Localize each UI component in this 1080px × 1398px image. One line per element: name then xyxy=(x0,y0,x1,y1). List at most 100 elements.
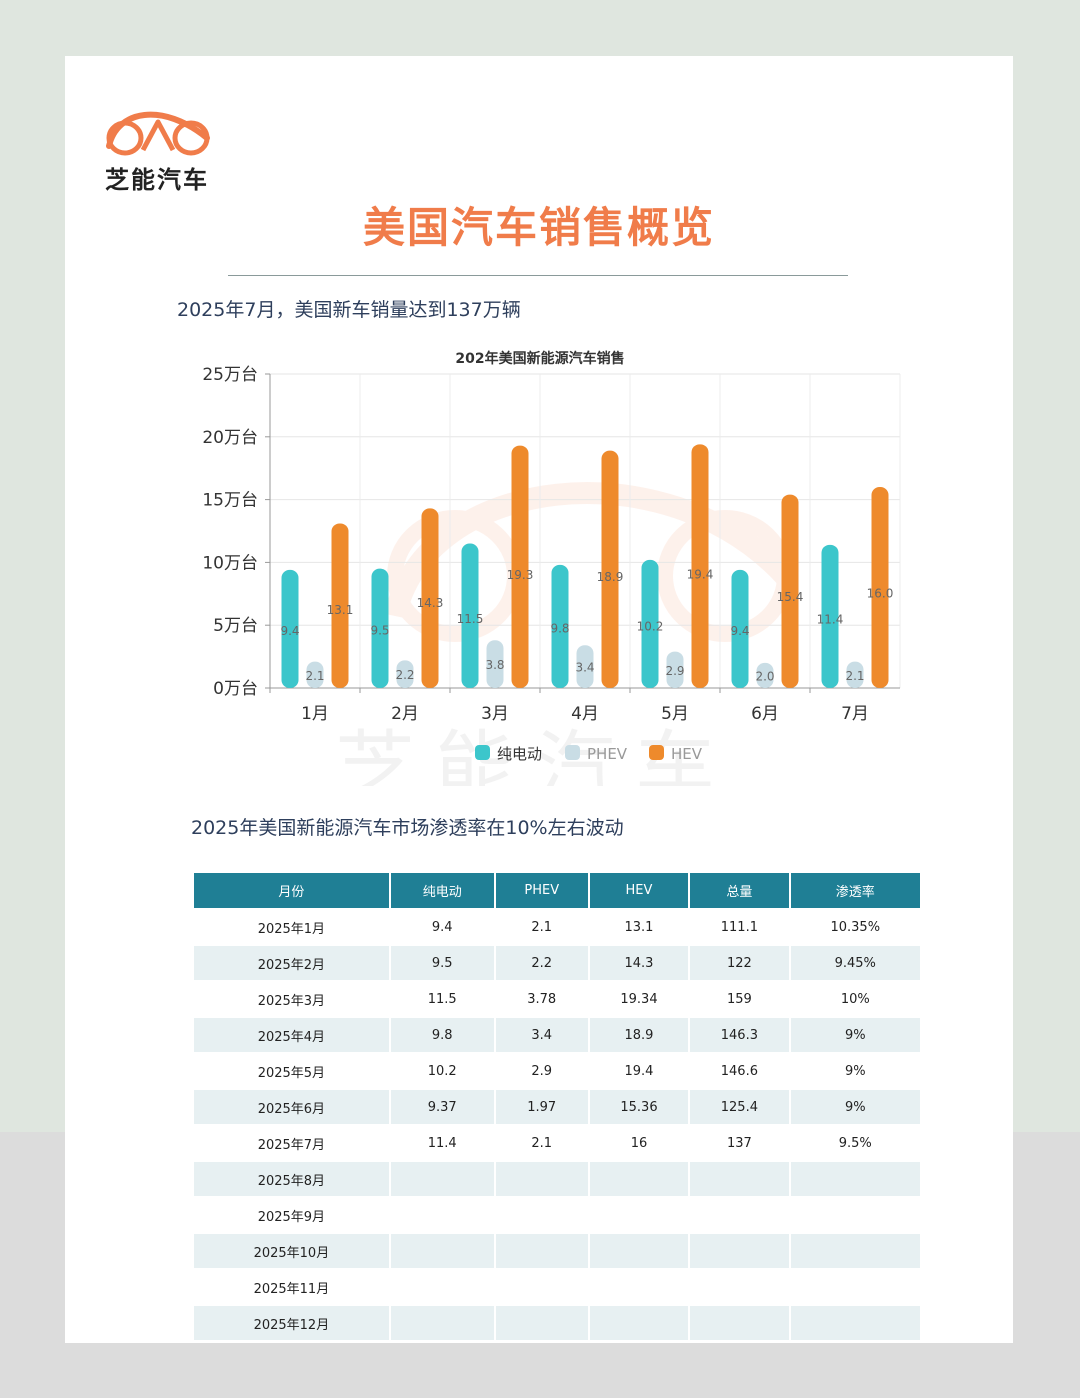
bar-HEV-7月 xyxy=(871,487,889,688)
table-cell: 159 xyxy=(690,982,789,1016)
bar-HEV-1月 xyxy=(331,523,349,688)
table-cell: 10% xyxy=(790,982,920,1016)
table-cell xyxy=(690,1162,789,1196)
table-cell xyxy=(495,1234,588,1268)
table-cell xyxy=(790,1162,920,1196)
data-label: 2.2 xyxy=(395,668,414,682)
bar-PHEV-4月 xyxy=(576,645,594,688)
table-cell xyxy=(589,1198,689,1232)
data-label: 3.8 xyxy=(485,658,504,672)
table-header-cell: 总量 xyxy=(690,873,789,908)
data-labels: 9.4 9.5 11.5 9.8 10.2 9.4 11.4 2.1 2.2 3.8 3.4 2.9 2… xyxy=(280,567,893,683)
data-label: 13.1 xyxy=(327,603,354,617)
bar-PHEV-5月 xyxy=(666,651,684,688)
data-label: 2.1 xyxy=(305,669,324,683)
table-row: 2025年5月 10.2 2.9 19.4 146.6 9% xyxy=(194,1054,920,1088)
table-header-cell: PHEV xyxy=(495,873,588,908)
legend-label: PHEV xyxy=(587,745,628,763)
table-cell-month: 2025年2月 xyxy=(194,946,389,980)
bar-HEV-6月 xyxy=(781,494,799,688)
table-cell: 10.2 xyxy=(390,1054,494,1088)
data-label: 10.2 xyxy=(637,619,664,633)
y-tick-label: 5万台 xyxy=(213,616,258,636)
table-cell xyxy=(390,1162,494,1196)
table-cell: 9.4 xyxy=(390,910,494,944)
nev-sales-chart: 芝能汽车 202年美国新能源汽车销售 0万台5万台10万台15万台20万台25万… xyxy=(202,350,901,786)
table-row: 2025年3月 11.5 3.78 19.34 159 10% xyxy=(194,982,920,1016)
table-cell: 19.4 xyxy=(589,1054,689,1088)
table-cell: 3.78 xyxy=(495,982,588,1016)
table-row: 2025年12月 xyxy=(194,1306,920,1340)
chart-title: 202年美国新能源汽车销售 xyxy=(455,350,624,367)
bar-HEV-4月 xyxy=(601,450,619,688)
x-tick-label: 7月 xyxy=(841,704,869,724)
table-cell: 9.5 xyxy=(390,946,494,980)
bar-纯电动-7月 xyxy=(821,544,839,688)
table-cell: 137 xyxy=(690,1126,789,1160)
bar-PHEV-1月 xyxy=(306,661,324,688)
table-cell: 11.5 xyxy=(390,982,494,1016)
data-label: 2.9 xyxy=(665,664,684,678)
table-cell xyxy=(690,1270,789,1304)
bar-HEV-5月 xyxy=(691,444,709,688)
report-card: 芝能汽车 美国汽车销售概览 2025年7月，美国新车销量达到137万辆 芝能汽车… xyxy=(65,56,1013,1343)
table-row: 2025年4月 9.8 3.4 18.9 146.3 9% xyxy=(194,1018,920,1052)
x-axis: 1月 2月 3月 4月 5月 6月 7月 xyxy=(269,687,900,724)
title-divider xyxy=(228,275,848,276)
data-label: 19.3 xyxy=(507,568,534,582)
data-label: 15.4 xyxy=(777,590,804,604)
bar-纯电动-6月 xyxy=(731,569,749,688)
legend-swatch xyxy=(649,745,664,760)
table-cell xyxy=(690,1234,789,1268)
x-tick-label: 5月 xyxy=(661,704,689,724)
table-cell-month: 2025年7月 xyxy=(194,1126,389,1160)
data-label: 2.0 xyxy=(755,669,774,683)
bars xyxy=(281,444,889,688)
table-cell xyxy=(495,1270,588,1304)
table-cell: 146.6 xyxy=(690,1054,789,1088)
table-header-row: 月份 纯电动 PHEV HEV 总量 渗透率 xyxy=(194,873,920,908)
bar-纯电动-3月 xyxy=(461,543,479,688)
table-cell: 16 xyxy=(589,1126,689,1160)
bar-PHEV-3月 xyxy=(486,640,504,688)
table-cell: 2.1 xyxy=(495,1126,588,1160)
data-label: 9.4 xyxy=(730,624,749,638)
page-title: 美国汽车销售概览 xyxy=(362,203,715,252)
table-cell: 11.4 xyxy=(390,1126,494,1160)
table-header-cell: 月份 xyxy=(194,873,389,908)
table-cell xyxy=(495,1306,588,1340)
table-cell xyxy=(690,1306,789,1340)
bar-HEV-3月 xyxy=(511,445,529,688)
table-cell: 146.3 xyxy=(690,1018,789,1052)
y-tick-label: 0万台 xyxy=(213,679,258,699)
table-cell xyxy=(390,1306,494,1340)
table-header-cell: 渗透率 xyxy=(790,873,920,908)
table-body: 2025年1月 9.4 2.1 13.1 111.1 10.35% 2025年2月 9.5 2.… xyxy=(194,910,920,1340)
table-header-cell: HEV xyxy=(589,873,689,908)
table-cell xyxy=(790,1306,920,1340)
table-cell-month: 2025年5月 xyxy=(194,1054,389,1088)
table-cell xyxy=(690,1198,789,1232)
y-axis: 0万台 5万台 10万台 15万台 20万台 25万台 xyxy=(202,365,271,699)
bar-HEV-2月 xyxy=(421,508,439,688)
data-label: 18.9 xyxy=(597,570,624,584)
table-cell xyxy=(790,1198,920,1232)
bar-PHEV-7月 xyxy=(846,661,864,688)
table-row: 2025年8月 xyxy=(194,1162,920,1196)
x-tick-label: 1月 xyxy=(301,704,329,724)
y-tick-label: 10万台 xyxy=(202,553,258,573)
legend-label: HEV xyxy=(671,745,703,763)
table-cell-month: 2025年4月 xyxy=(194,1018,389,1052)
data-label: 16.0 xyxy=(867,587,894,601)
headline-sales: 2025年7月，美国新车销量达到137万辆 xyxy=(177,299,521,321)
table-row: 2025年9月 xyxy=(194,1198,920,1232)
legend-swatch xyxy=(565,745,580,760)
data-label: 3.4 xyxy=(575,661,594,675)
table-cell: 19.34 xyxy=(589,982,689,1016)
data-label: 2.1 xyxy=(845,669,864,683)
table-header-cell: 纯电动 xyxy=(390,873,494,908)
chart-grid xyxy=(269,373,901,689)
brand-logo-icon xyxy=(106,111,210,156)
table-row: 2025年7月 11.4 2.1 16 137 9.5% xyxy=(194,1126,920,1160)
table-cell: 9% xyxy=(790,1090,920,1124)
